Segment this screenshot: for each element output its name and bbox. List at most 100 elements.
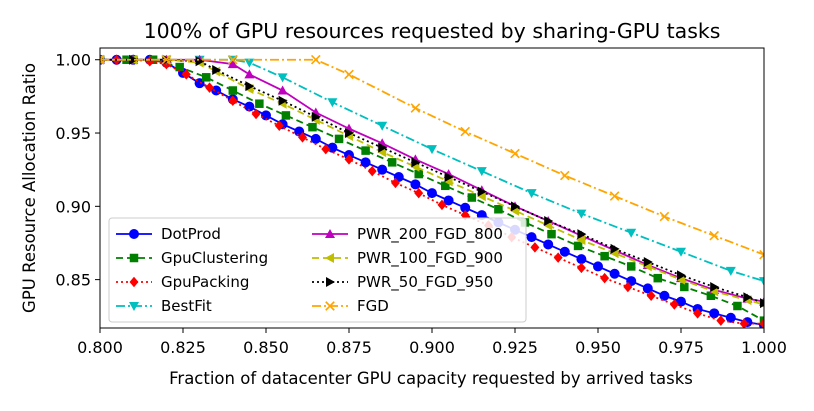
data-point (311, 111, 321, 122)
legend-marker (129, 253, 139, 263)
data-point (759, 318, 764, 328)
data-point (547, 229, 556, 239)
data-point (161, 54, 172, 65)
data-point (391, 177, 400, 189)
data-point (511, 201, 520, 212)
data-point (308, 122, 317, 132)
x-tick-label: 0.925 (492, 338, 538, 357)
legend-label: FGD (357, 297, 389, 315)
legend-entry-fgd: FGD (312, 297, 389, 315)
data-point (676, 247, 686, 257)
data-point (609, 268, 620, 279)
data-point (739, 318, 749, 328)
x-tick-label: 0.975 (658, 338, 704, 357)
x-tick-label: 0.900 (409, 338, 455, 357)
data-point (281, 111, 291, 120)
data-point (759, 249, 764, 260)
data-point (444, 172, 454, 183)
data-point (228, 86, 238, 95)
series-line (100, 58, 764, 303)
data-point (227, 59, 238, 69)
y-tick-label: 0.95 (55, 124, 91, 143)
data-point (494, 205, 503, 214)
y-axis-label: GPU Resource Allocation Ratio (20, 63, 39, 313)
data-point (643, 257, 653, 268)
data-point (709, 286, 719, 297)
data-point (623, 281, 633, 293)
data-point (244, 101, 255, 112)
x-tick-label: 0.800 (77, 338, 123, 357)
legend-entry-gpupacking: GpuPacking (116, 273, 249, 291)
legend-label: PWR_100_FGD_900 (357, 249, 503, 268)
data-point (310, 133, 321, 144)
data-point (410, 179, 421, 190)
legend-entry-dotprod: DotProd (116, 225, 221, 243)
data-point (277, 85, 288, 95)
legend-label: BestFit (161, 297, 212, 315)
data-point (228, 95, 238, 107)
legend-marker (326, 277, 335, 287)
data-point (181, 69, 191, 80)
data-point (676, 274, 685, 285)
data-point (201, 73, 211, 82)
data-point (544, 215, 554, 226)
data-point (646, 290, 656, 301)
data-point (414, 169, 423, 179)
data-point (245, 81, 255, 92)
legend-entry-gpuclustering: GpuClustering (116, 249, 268, 267)
data-point (576, 235, 586, 246)
data-point (526, 189, 537, 199)
data-point (441, 181, 450, 191)
data-point (659, 290, 670, 301)
legend-label: GpuClustering (161, 249, 268, 267)
data-point (476, 167, 487, 177)
data-point (377, 164, 388, 175)
data-point (653, 273, 663, 283)
data-point (387, 158, 397, 167)
legend-entry-pwr-200-fgd-800: PWR_200_FGD_800 (312, 225, 503, 244)
data-point (377, 147, 387, 158)
legend-label: DotProd (161, 225, 221, 243)
series-fgd (100, 54, 764, 260)
data-point (460, 202, 471, 213)
data-point (277, 73, 288, 83)
data-point (559, 170, 570, 181)
data-point (710, 281, 720, 292)
data-point (659, 211, 670, 222)
axis-ticks: 0.800 0.825 0.850 0.875 0.900 0.925 0.950 0.975… (55, 51, 787, 357)
data-point (573, 241, 583, 251)
x-axis-label: Fraction of datacenter GPU capacity requ… (169, 369, 693, 388)
data-point (344, 69, 354, 80)
legend-entry-pwr-100-fgd-900: PWR_100_FGD_900 (312, 249, 503, 268)
data-point (642, 261, 652, 272)
data-point (577, 229, 587, 240)
data-point (609, 191, 620, 201)
legend-box (108, 217, 527, 323)
data-point (553, 252, 563, 263)
data-point (377, 121, 388, 131)
data-point (410, 161, 420, 172)
data-point (610, 243, 620, 254)
y-tick-label: 1.00 (55, 51, 91, 70)
data-point (725, 266, 736, 276)
data-point (361, 146, 370, 155)
data-point (530, 242, 540, 253)
x-tick-label: 0.825 (160, 338, 206, 357)
data-point (576, 209, 587, 219)
data-point (676, 296, 686, 307)
data-point (411, 157, 421, 168)
legend-label: PWR_50_FGD_950 (357, 273, 493, 292)
data-point (345, 128, 354, 139)
data-point (526, 232, 537, 243)
plot-area (100, 54, 764, 328)
data-point (278, 95, 288, 106)
data-point (543, 239, 554, 250)
data-point (378, 142, 388, 153)
data-point (759, 277, 764, 287)
data-point (100, 54, 105, 65)
data-point (626, 262, 636, 271)
data-point (706, 291, 716, 300)
data-point (334, 134, 344, 144)
